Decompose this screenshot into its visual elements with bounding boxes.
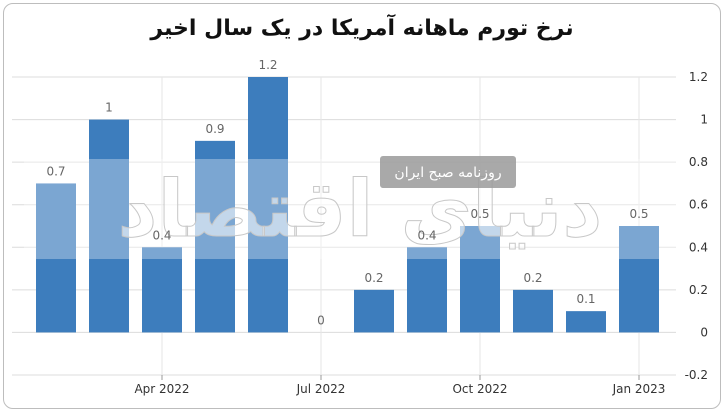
y-tick-label: 0 xyxy=(700,325,708,339)
y-tick-label: -0.2 xyxy=(685,368,708,382)
bar xyxy=(142,247,182,333)
bar-data-label: 0.2 xyxy=(523,271,542,285)
bar xyxy=(407,247,447,333)
chart-title: نرخ تورم ماهانه آمریکا در یک سال اخیر xyxy=(150,16,574,41)
bar xyxy=(195,140,235,333)
bar xyxy=(248,77,288,333)
y-tick-label: 0.6 xyxy=(689,198,708,212)
y-tick-label: 1.2 xyxy=(689,70,708,84)
watermark-tagline: روزنامه صبح ایران xyxy=(394,165,501,181)
bar xyxy=(36,183,76,333)
bar xyxy=(566,311,606,333)
y-tick-label: 0.4 xyxy=(689,240,708,254)
bar-data-label: 0.5 xyxy=(470,207,489,221)
watermark-tag xyxy=(380,156,516,188)
x-tick-label: Jul 2022 xyxy=(296,382,346,396)
bar-data-label: 0.1 xyxy=(576,292,595,306)
x-tick-label: Jan 2023 xyxy=(612,382,666,396)
bar xyxy=(89,119,129,333)
x-tick-label: Oct 2022 xyxy=(452,382,507,396)
y-tick-label: 0.8 xyxy=(689,155,708,169)
watermark-band xyxy=(24,159,696,259)
bar-data-label: 1 xyxy=(105,101,113,115)
bar-data-label: 0.4 xyxy=(152,228,171,242)
y-tick-label: 0.2 xyxy=(689,283,708,297)
bar-data-label: 0.5 xyxy=(629,207,648,221)
bar xyxy=(354,289,394,333)
y-tick-label: 1 xyxy=(700,113,708,127)
bar-data-label: 1.2 xyxy=(258,58,277,72)
bar-data-label: 0 xyxy=(317,313,325,327)
bar xyxy=(460,226,500,333)
bar xyxy=(513,289,553,333)
bar xyxy=(619,226,659,333)
bar-data-label: 0.4 xyxy=(417,228,436,242)
x-tick-label: Apr 2022 xyxy=(134,382,189,396)
chart-frame: نرخ تورم ماهانه آمریکا در یک سال اخیر دن… xyxy=(3,3,721,409)
bar-data-label: 0.2 xyxy=(364,271,383,285)
watermark-logo: دنیای اقتصاد xyxy=(118,165,603,255)
bar-data-label: 0.7 xyxy=(46,164,65,178)
bar-data-label: 0.9 xyxy=(205,122,224,136)
